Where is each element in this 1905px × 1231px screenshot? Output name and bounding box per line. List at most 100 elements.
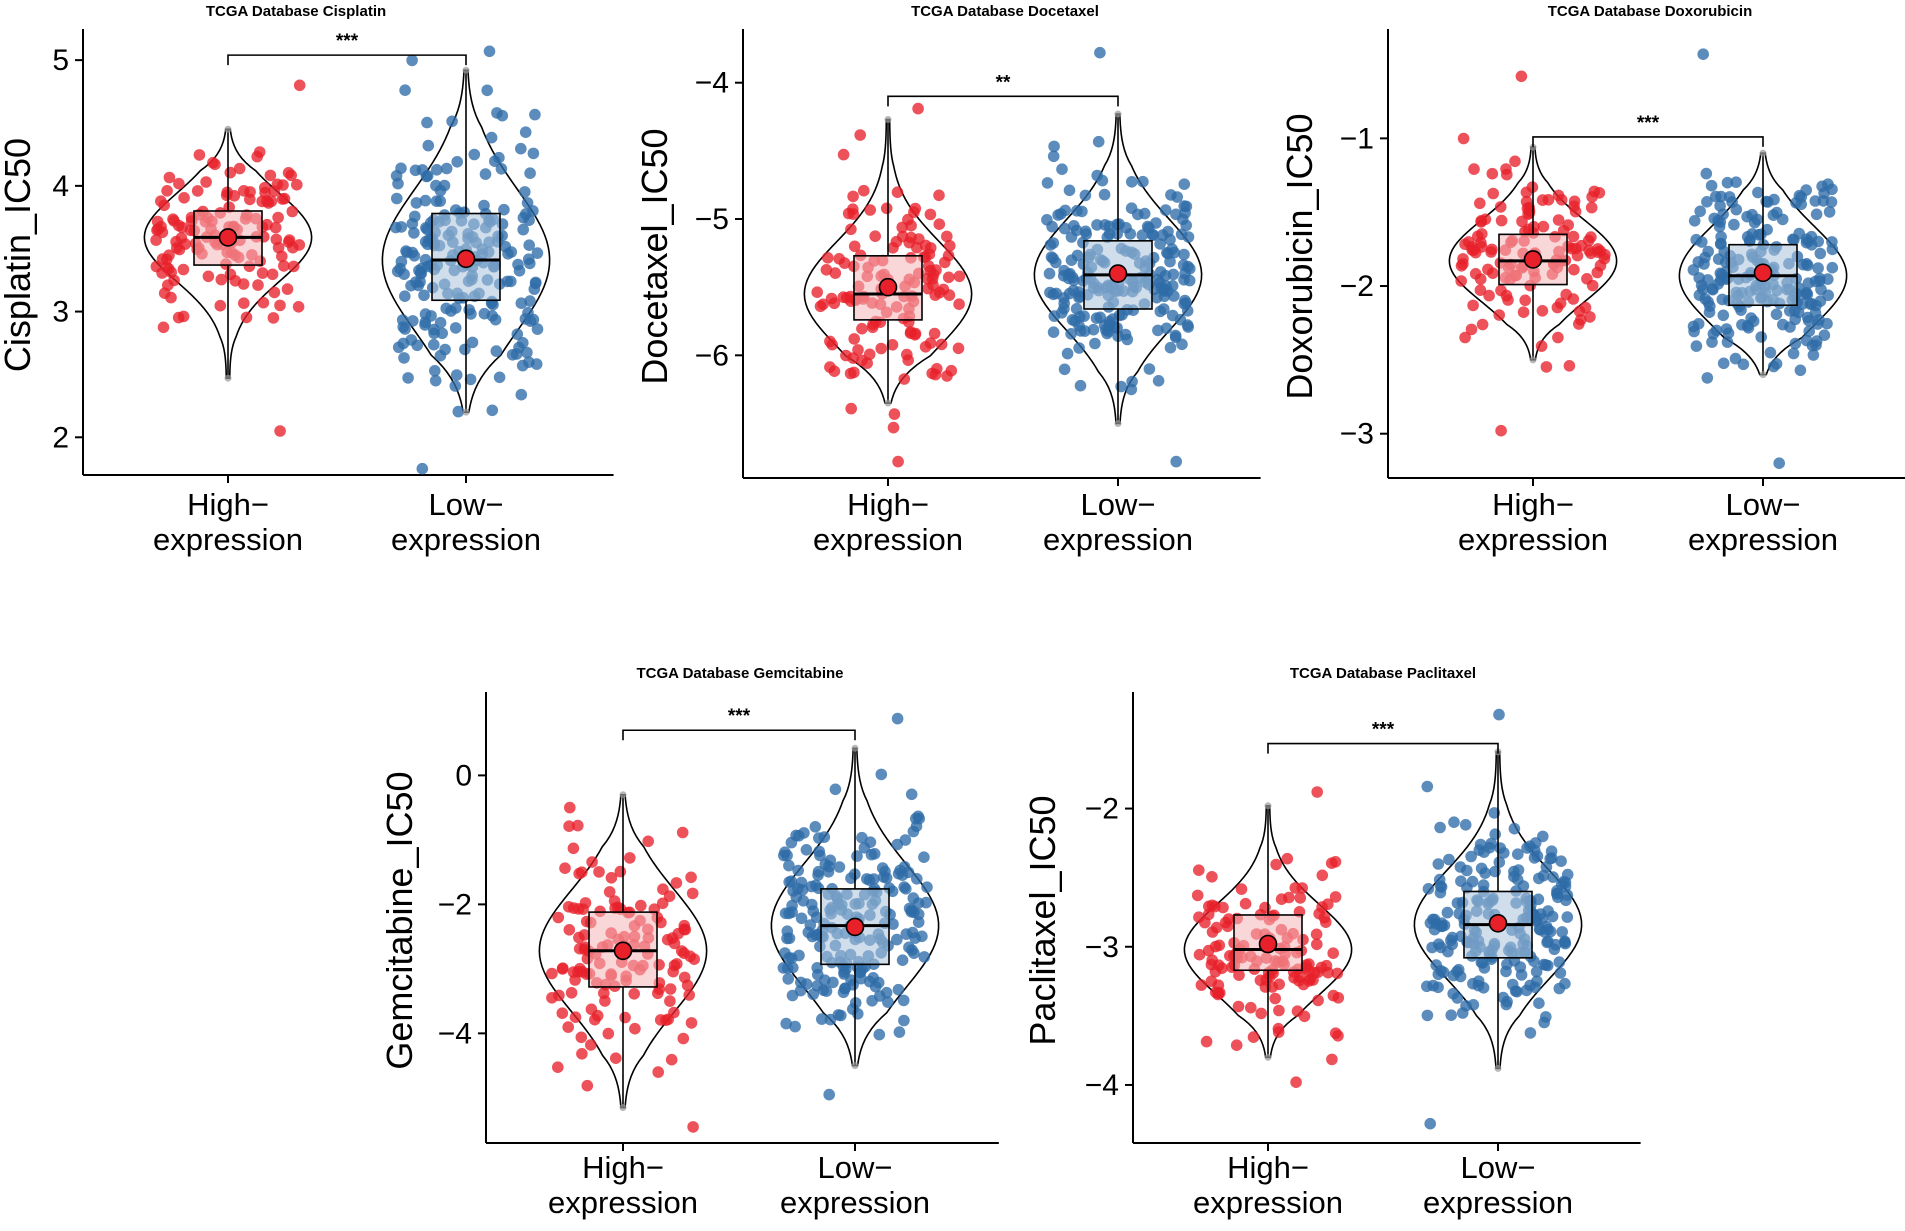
data-point	[1152, 375, 1165, 387]
data-point	[1058, 222, 1071, 235]
data-point	[886, 339, 899, 351]
data-point	[1690, 340, 1703, 352]
data-point	[576, 866, 588, 878]
data-point	[1232, 1000, 1245, 1013]
data-point	[513, 265, 526, 277]
x-tick-label: expression	[153, 522, 303, 557]
data-point	[1752, 186, 1764, 199]
data-point	[293, 79, 306, 92]
data-point	[1562, 219, 1574, 231]
chart-panel-4: TCGA Database Gemcitabine Gemcitabine_IC5…	[379, 665, 999, 1220]
data-point	[521, 346, 533, 359]
data-point	[1327, 947, 1339, 959]
mean-dot	[1258, 934, 1278, 954]
data-point	[278, 260, 290, 272]
data-point	[1717, 309, 1730, 322]
data-point	[416, 462, 429, 475]
data-point	[392, 177, 404, 190]
data-point	[1697, 283, 1709, 295]
data-point	[839, 982, 851, 995]
data-point	[1445, 1009, 1457, 1021]
data-point	[486, 404, 499, 417]
data-point	[1326, 1053, 1338, 1066]
data-point	[1516, 215, 1528, 228]
data-point	[923, 248, 936, 260]
data-point	[498, 203, 510, 216]
data-point	[1205, 975, 1218, 987]
data-point	[1451, 965, 1463, 978]
data-point	[519, 126, 532, 138]
data-point	[1433, 873, 1446, 886]
data-point	[909, 327, 922, 340]
data-point	[429, 365, 441, 377]
significance-label: ***	[1637, 113, 1660, 134]
x-tick-label: expression	[1043, 522, 1193, 557]
data-point	[1809, 195, 1822, 207]
data-point	[873, 1028, 886, 1041]
data-point	[1494, 201, 1507, 213]
data-point	[1150, 217, 1162, 229]
data-point	[1191, 889, 1204, 902]
data-point	[779, 907, 792, 920]
data-point	[928, 327, 941, 340]
data-point	[1476, 957, 1489, 969]
data-point	[552, 1061, 564, 1073]
data-point	[933, 218, 946, 230]
data-point	[468, 148, 481, 161]
data-point	[909, 202, 922, 215]
data-point	[828, 297, 841, 310]
whisker-cap	[1759, 371, 1767, 379]
data-point	[168, 274, 180, 287]
data-point	[421, 116, 433, 129]
data-point	[440, 302, 453, 315]
data-point	[1807, 349, 1820, 361]
data-point	[562, 1021, 574, 1033]
data-point	[1050, 287, 1062, 300]
data-point	[1552, 331, 1564, 344]
data-point	[856, 831, 868, 844]
data-point	[892, 867, 905, 880]
x-tick-label: expression	[391, 522, 541, 557]
data-point	[1310, 928, 1323, 941]
data-point	[1701, 196, 1713, 208]
data-point	[924, 208, 937, 221]
data-point	[244, 186, 256, 198]
data-point	[1542, 905, 1554, 917]
data-point	[568, 902, 580, 914]
data-point	[228, 190, 241, 202]
y-tick-label: 2	[52, 421, 69, 454]
data-point	[848, 333, 860, 345]
data-point	[1119, 328, 1132, 341]
data-point	[515, 388, 528, 401]
y-tick-label: −6	[695, 339, 729, 372]
significance-label: ***	[728, 706, 751, 727]
data-point	[905, 904, 918, 916]
data-point	[1767, 360, 1780, 373]
mean-dot	[1753, 263, 1773, 283]
data-point	[1687, 320, 1700, 333]
data-point	[1800, 236, 1813, 249]
data-point	[1477, 982, 1490, 994]
data-point	[202, 270, 215, 283]
data-point	[652, 987, 664, 1000]
data-point	[1213, 959, 1225, 971]
data-point	[1524, 1027, 1537, 1039]
data-point	[1316, 869, 1329, 882]
data-point	[1047, 150, 1060, 163]
data-point	[1495, 424, 1507, 437]
data-point	[1329, 891, 1342, 903]
data-point	[824, 1013, 837, 1026]
data-point	[903, 236, 916, 249]
data-point	[863, 874, 876, 886]
data-point	[1746, 208, 1758, 221]
data-point	[464, 373, 477, 386]
data-point	[1447, 987, 1459, 1000]
data-point	[787, 961, 799, 974]
data-point	[529, 108, 541, 121]
data-point	[1500, 965, 1512, 978]
data-point	[953, 298, 965, 311]
data-point	[1147, 229, 1160, 241]
data-point	[515, 297, 528, 310]
x-tick-label: Low−	[1726, 487, 1801, 522]
data-point	[1073, 320, 1085, 332]
